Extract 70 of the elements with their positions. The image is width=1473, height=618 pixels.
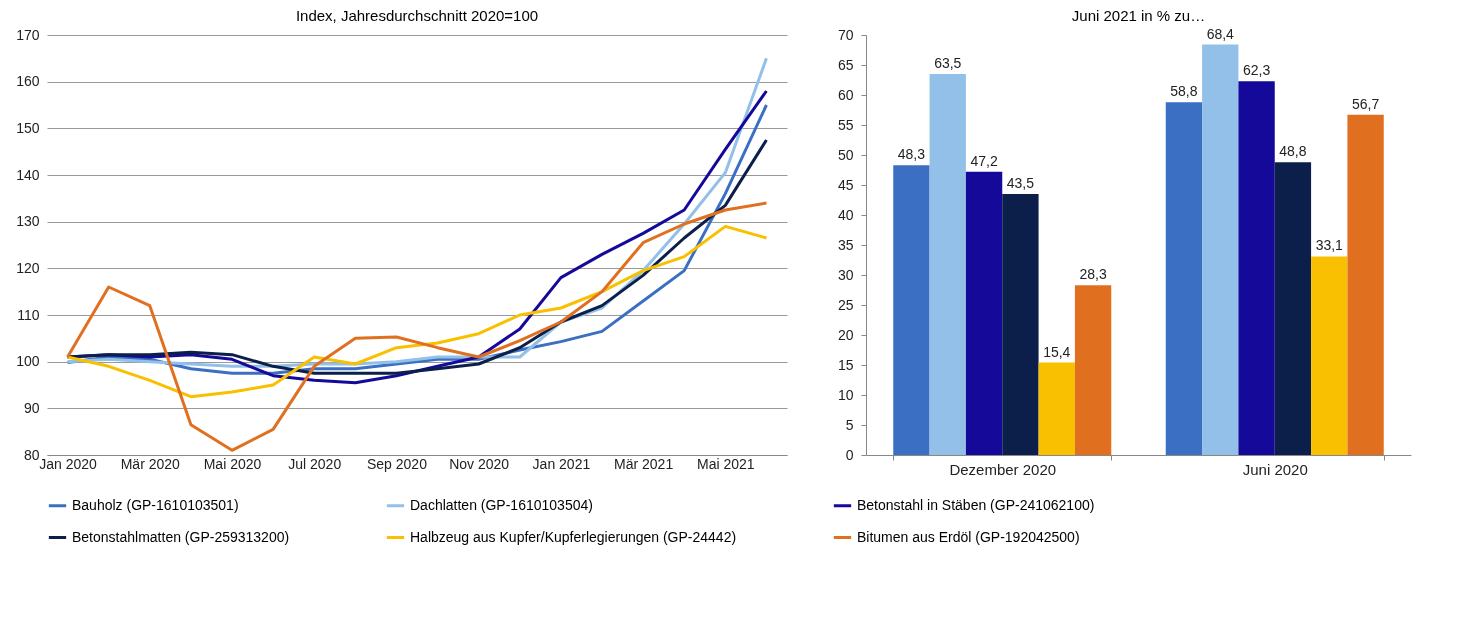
data-label: 47,2 <box>970 152 998 169</box>
y-tick-label: 25 <box>837 296 854 313</box>
y-tick-label: 150 <box>16 119 40 136</box>
data-label: 43,5 <box>1006 175 1035 191</box>
bar <box>965 171 1003 455</box>
legend-label: Dachlatten (GP-1610103504) <box>410 496 593 513</box>
legend-label: Halbzeug aus Kupfer/Kupferlegierungen (GP-24442) <box>410 528 737 545</box>
x-tick-label: Nov 2020 <box>449 455 510 472</box>
y-tick-label: 45 <box>837 176 854 193</box>
x-tick-label: Mai 2020 <box>203 455 262 472</box>
y-tick-label: 50 <box>837 146 854 163</box>
y-tick-label: 0 <box>845 446 854 463</box>
bar <box>1165 102 1203 455</box>
y-tick-label: 120 <box>16 259 40 276</box>
y-tick-label: 55 <box>837 116 854 133</box>
data-label: 48,3 <box>897 146 926 163</box>
line-series <box>66 224 768 399</box>
y-tick-label: 40 <box>837 206 854 223</box>
y-tick-label: 10 <box>837 386 854 403</box>
y-tick-label: 30 <box>837 266 854 283</box>
data-label: 63,5 <box>934 55 962 71</box>
x-tick-label: Mär 2020 <box>120 455 181 472</box>
line-series <box>66 201 768 452</box>
legend-label: Bitumen aus Erdöl (GP-192042500) <box>857 528 1080 545</box>
bar <box>893 165 930 455</box>
y-tick-label: 15 <box>837 356 854 373</box>
data-label: 33,1 <box>1315 237 1344 254</box>
x-tick-label: Jan 2021 <box>532 455 591 472</box>
legend-label: Betonstahl in Stäben (GP-241062100) <box>857 496 1095 513</box>
bar <box>1347 114 1384 455</box>
bar <box>1274 162 1312 455</box>
data-label: 62,3 <box>1242 62 1271 79</box>
y-tick-label: 20 <box>837 326 854 343</box>
data-label: 68,4 <box>1206 25 1235 42</box>
data-label: 28,3 <box>1079 266 1107 283</box>
data-label: 15,4 <box>1043 343 1071 360</box>
y-tick-label: 35 <box>837 236 854 253</box>
y-tick-label: 90 <box>23 399 40 416</box>
legend-label: Bauholz (GP-1610103501) <box>72 496 239 513</box>
x-tick-label: Mai 2021 <box>697 455 755 472</box>
data-label: 48,8 <box>1279 143 1307 160</box>
x-tick-label: Mär 2021 <box>614 455 674 472</box>
y-tick-label: 65 <box>837 56 854 73</box>
bar <box>929 74 966 455</box>
x-tick-label: Sep 2020 <box>366 455 428 472</box>
x-tick-label: Jan 2020 <box>39 455 98 472</box>
bar <box>1311 256 1348 455</box>
data-label: 56,7 <box>1351 95 1380 112</box>
y-tick-label: 160 <box>16 73 40 90</box>
x-tick-label: Juni 2020 <box>1242 460 1308 478</box>
y-tick-label: 110 <box>17 306 40 323</box>
y-tick-label: 80 <box>23 446 40 463</box>
bar <box>1238 81 1275 455</box>
x-tick-label: Dezember 2020 <box>949 460 1057 478</box>
x-tick-label: Jul 2020 <box>288 455 342 472</box>
bar <box>1202 44 1239 455</box>
y-tick-label: 70 <box>837 26 854 43</box>
bar <box>1038 362 1075 455</box>
y-tick-label: 170 <box>16 26 40 43</box>
y-tick-label: 60 <box>837 86 854 103</box>
bar <box>1002 194 1039 455</box>
y-tick-label: 100 <box>16 353 40 370</box>
y-tick-label: 130 <box>16 213 40 230</box>
chart-title: Index, Jahresdurchschnitt 2020=100 <box>295 7 539 24</box>
legend-label: Betonstahlmatten (GP-259313200) <box>72 528 290 545</box>
y-tick-label: 140 <box>16 166 40 183</box>
bar <box>1074 285 1112 455</box>
chart-title: Juni 2021 in % zu… <box>1071 6 1206 24</box>
y-tick-label: 5 <box>845 416 854 433</box>
data-label: 58,8 <box>1170 83 1198 100</box>
